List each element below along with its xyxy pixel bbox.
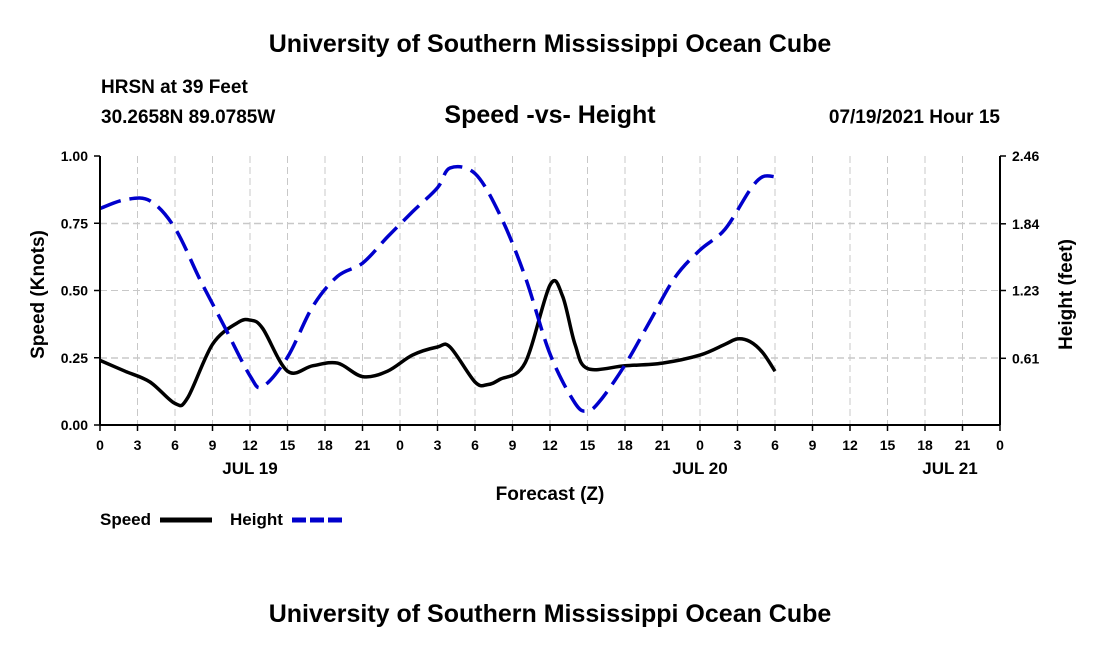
station-name: HRSN at 39 Feet xyxy=(101,77,248,98)
y2-tick-label: 2.46 xyxy=(1012,148,1039,164)
y2-tick-label: 0.61 xyxy=(1012,350,1039,366)
x-tick-label: 9 xyxy=(509,437,517,453)
x-tick-label: 6 xyxy=(771,437,779,453)
x-tick-label: 21 xyxy=(655,437,671,453)
chart-title: Speed -vs- Height xyxy=(444,101,656,129)
footer-title: University of Southern Mississippi Ocean… xyxy=(268,600,832,628)
y2-tick-label: 1.23 xyxy=(1012,283,1039,299)
y-tick-label: 0.75 xyxy=(61,215,88,231)
date-label: JUL 19 xyxy=(222,459,277,478)
y-tick-label: 0.25 xyxy=(61,350,88,366)
x-tick-label: 9 xyxy=(809,437,817,453)
x-tick-label: 0 xyxy=(996,437,1004,453)
x-tick-label: 6 xyxy=(171,437,179,453)
page-title: University of Southern Mississippi Ocean… xyxy=(268,30,832,58)
series-line-speed xyxy=(99,278,777,408)
run-time: 07/19/2021 Hour 15 xyxy=(828,107,1000,128)
y2-axis-title: Height (feet) xyxy=(1056,239,1077,350)
axis-labels: 0 3 6 9 12 15 18 21 0 3 6 9 12 15 18 21 0 3 6 9 12 15 18 21 0 JUL… xyxy=(28,148,1077,505)
x-tick-label: 9 xyxy=(209,437,217,453)
x-tick-label: 0 xyxy=(96,437,104,453)
y-tick-label: 1.00 xyxy=(61,148,88,164)
x-tick-label: 15 xyxy=(880,437,896,453)
x-tick-label: 21 xyxy=(955,437,971,453)
x-tick-label: 12 xyxy=(842,437,858,453)
date-label: JUL 20 xyxy=(672,459,727,478)
x-tick-label: 0 xyxy=(396,437,404,453)
x-tick-label: 3 xyxy=(134,437,142,453)
x-tick-label: 18 xyxy=(617,437,633,453)
x-tick-label: 18 xyxy=(317,437,333,453)
x-axis-title: Forecast (Z) xyxy=(496,484,605,505)
x-tick-label: 15 xyxy=(280,437,296,453)
x-tick-label: 12 xyxy=(542,437,558,453)
legend-speed-label: Speed xyxy=(100,510,151,529)
y2-tick-label: 1.84 xyxy=(1012,216,1039,232)
legend: Speed Height xyxy=(100,510,342,529)
x-tick-label: 12 xyxy=(242,437,258,453)
date-label: JUL 21 xyxy=(922,459,977,478)
axes xyxy=(94,155,1006,431)
x-tick-label: 21 xyxy=(355,437,371,453)
y-tick-label: 0.00 xyxy=(61,417,88,433)
y-tick-label: 0.50 xyxy=(61,283,88,299)
station-coords: 30.2658N 89.0785W xyxy=(101,107,276,128)
series-layer xyxy=(99,164,777,413)
y-axis-title: Speed (Knots) xyxy=(28,230,49,359)
x-tick-label: 3 xyxy=(734,437,742,453)
x-tick-label: 0 xyxy=(696,437,704,453)
x-tick-label: 3 xyxy=(434,437,442,453)
series-line-height xyxy=(99,164,776,413)
x-tick-label: 15 xyxy=(580,437,596,453)
x-tick-label: 6 xyxy=(471,437,479,453)
grid-lines xyxy=(100,156,1000,425)
legend-height-label: Height xyxy=(230,510,283,529)
x-tick-label: 18 xyxy=(917,437,933,453)
